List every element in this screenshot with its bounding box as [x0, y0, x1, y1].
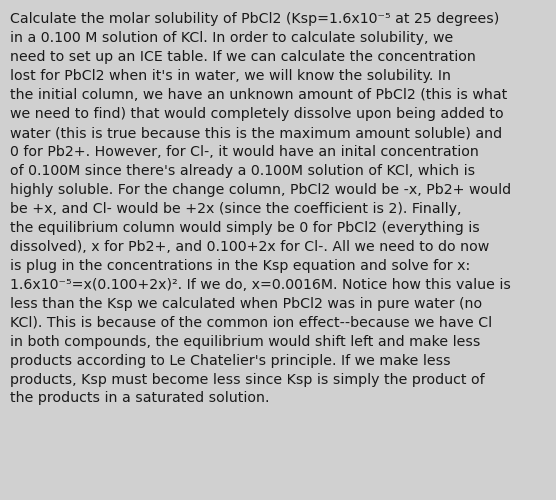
Text: Calculate the molar solubility of PbCl2 (Ksp=1.6x10⁻⁵ at 25 degrees)
in a 0.100 : Calculate the molar solubility of PbCl2 …	[10, 12, 511, 406]
